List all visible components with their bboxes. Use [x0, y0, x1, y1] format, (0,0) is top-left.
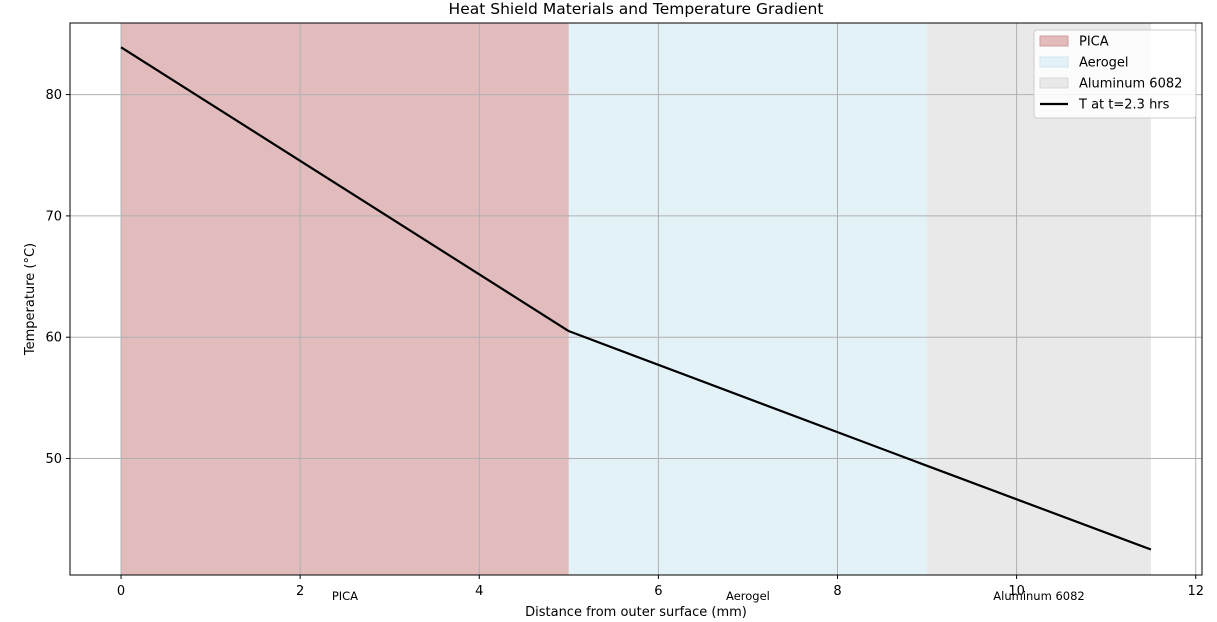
legend-label: Aerogel — [1079, 56, 1129, 71]
y-tick-label: 80 — [45, 88, 62, 103]
series-line — [120, 46, 1152, 551]
chart-title: Heat Shield Materials and Temperature Gr… — [449, 0, 824, 18]
region-pica — [121, 23, 569, 575]
legend-swatch — [1039, 35, 1069, 47]
y-tick-label: 70 — [45, 209, 62, 224]
x-tick-label: 8 — [833, 584, 841, 599]
legend-label: T at t=2.3 hrs — [1078, 98, 1170, 113]
y-tick-label: 60 — [45, 331, 62, 346]
x-tick-label: 0 — [117, 584, 125, 599]
plot-frame — [69, 22, 1203, 576]
series-lines — [120, 46, 1152, 551]
material-regions — [121, 23, 1151, 575]
legend-box — [1033, 29, 1197, 119]
region-label: PICA — [332, 589, 358, 603]
x-tick-label: 2 — [296, 584, 304, 599]
y-axis-label: Temperature (°C) — [23, 243, 38, 356]
x-tick-label: 12 — [1187, 584, 1204, 599]
legend-label: Aluminum 6082 — [1079, 77, 1182, 92]
y-tick-label: 50 — [45, 452, 62, 467]
legend-swatch — [1039, 56, 1069, 68]
x-tick-label: 4 — [475, 584, 483, 599]
region-label: Aerogel — [726, 589, 770, 603]
legend-swatch — [1039, 77, 1069, 89]
axis-ticks: 0 2 4 6 8 10 12 50 60 70 80 — [45, 88, 1204, 599]
x-tick-label: 10 — [1008, 584, 1025, 599]
region-label: Aluminum 6082 — [993, 589, 1084, 603]
region-aerogel — [568, 23, 928, 575]
legend-label: PICA — [1079, 35, 1109, 50]
x-tick-label: 6 — [654, 584, 662, 599]
legend: PICA Aerogel Aluminum 6082 T at t=2.3 hrs — [1033, 29, 1197, 119]
grid-lines — [70, 23, 1202, 575]
x-axis-label: Distance from outer surface (mm) — [525, 605, 747, 620]
region-labels: PICA Aerogel Aluminum 6082 — [332, 589, 1085, 603]
